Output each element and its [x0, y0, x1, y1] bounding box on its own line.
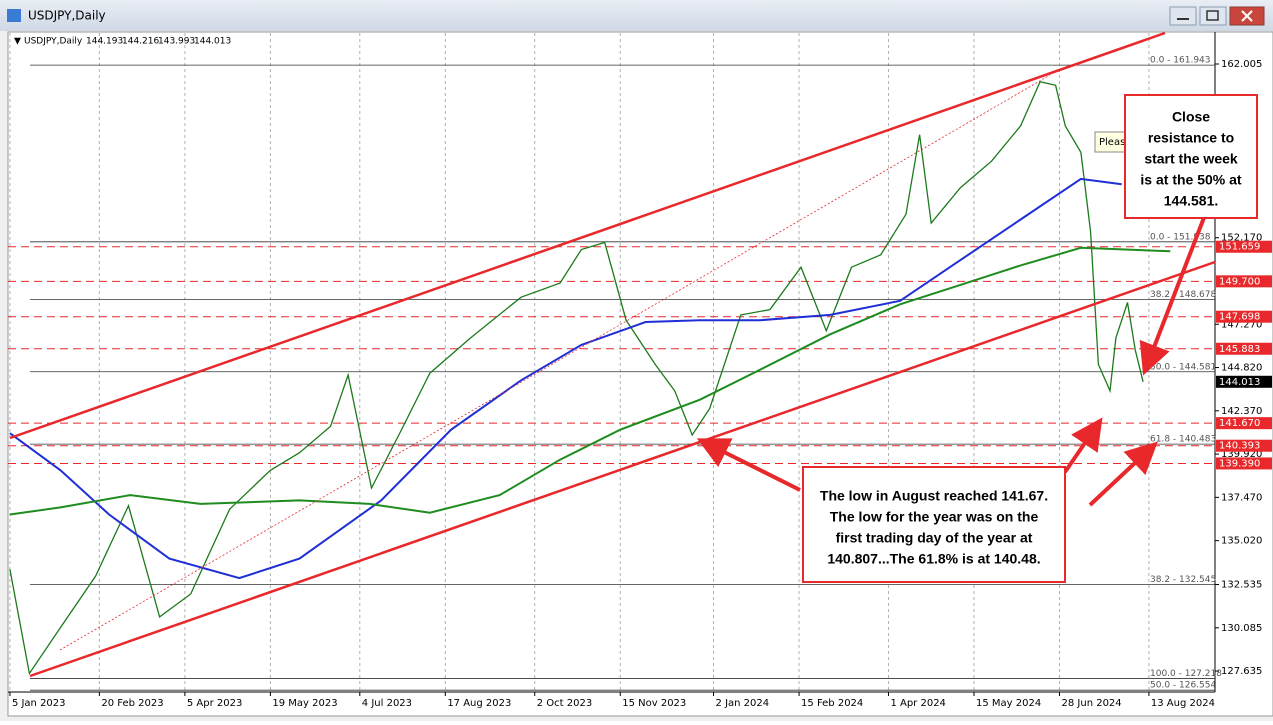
current-price-box	[1216, 375, 1272, 388]
ohlc-value: 143.993	[158, 37, 195, 47]
y-tick-label: 142.370	[1221, 406, 1262, 417]
tooltip: Pleas	[1099, 137, 1125, 148]
annotation-line: is at the 50% at	[1140, 172, 1241, 188]
y-tick-label: 135.020	[1221, 536, 1262, 547]
app-icon	[7, 9, 21, 22]
chart-area	[7, 31, 1273, 717]
annotation-text: Close resistance to start the week is at th…	[1140, 109, 1241, 209]
annotation-line: 144.581.	[1164, 193, 1219, 209]
fib-label: 50.0 - 126.554	[1150, 681, 1216, 691]
annotation-line: The low for the year was on the	[830, 509, 1039, 525]
annotation-line: The low in August reached 141.67.	[820, 488, 1048, 504]
x-tick-label: 2 Oct 2023	[537, 698, 592, 709]
annotation-box	[802, 466, 1066, 583]
x-tick-label: 19 May 2023	[272, 698, 337, 709]
x-tick-label: 15 May 2024	[976, 698, 1041, 709]
annotation: Close resistance to start the week is at th…	[1124, 94, 1258, 219]
level-label: 139.390	[1219, 458, 1260, 469]
price-line	[9, 80, 1144, 676]
annotation-box	[1124, 94, 1258, 219]
annotation-line: Close	[1172, 109, 1210, 125]
channel-lines	[9, 31, 1216, 678]
x-tick-label: 2 Jan 2024	[716, 698, 770, 709]
y-tick-label: 152.170	[1221, 233, 1262, 244]
restore-button[interactable]	[1199, 6, 1227, 26]
y-tick-label: 147.270	[1221, 319, 1262, 330]
level-label: 145.883	[1219, 344, 1260, 355]
x-tick-label: 15 Feb 2024	[801, 698, 863, 709]
level-box	[1216, 275, 1272, 288]
current-price-label: 144.013	[1219, 377, 1260, 388]
fib-label: 61.8 - 140.483	[1150, 435, 1216, 445]
minimize-button[interactable]	[1169, 6, 1197, 26]
level-label: 140.393	[1219, 441, 1260, 452]
level-label: 151.659	[1219, 242, 1260, 253]
y-tick-label: 139.920	[1221, 449, 1262, 460]
x-tick-label: 5 Jan 2023	[12, 698, 66, 709]
y-tick-label: 144.820	[1221, 363, 1262, 374]
annotation: The low in August reached 141.67. The low…	[802, 466, 1066, 583]
close-icon	[1241, 10, 1253, 22]
window-buttons[interactable]	[1169, 6, 1265, 26]
fib-label: 0.0 - 151.938	[1150, 232, 1211, 242]
x-tick-label: 13 Aug 2024	[1151, 698, 1215, 709]
level-box	[1216, 342, 1272, 355]
level-label: 141.670	[1219, 418, 1260, 429]
arrow	[1088, 441, 1158, 507]
moving-average	[9, 246, 1171, 516]
x-tick-label: 28 Jun 2024	[1062, 698, 1122, 709]
fib-label: 38.2 - 148.678	[1150, 290, 1216, 300]
arrow	[1139, 214, 1207, 376]
annotation-line: 140.807...The 61.8% is at 140.48.	[827, 551, 1040, 567]
level-label: 149.700	[1219, 276, 1260, 287]
plot: 5 Jan 2023 20 Feb 2023 5 Apr 2023 19 May 20…	[8, 33, 1262, 709]
annotation-text: The low in August reached 141.67. The low…	[820, 488, 1048, 567]
annotation-line: resistance to	[1148, 130, 1234, 146]
ohlc-value: 144.013	[194, 37, 231, 47]
x-tick-label: 1 Apr 2024	[890, 698, 945, 709]
arrows	[696, 214, 1207, 507]
x-tick-label: 20 Feb 2023	[101, 698, 163, 709]
fib-label: 0.0 - 161.943	[1150, 56, 1211, 66]
channel-upper	[9, 31, 1166, 440]
x-tick-label: 4 Jul 2023	[362, 698, 412, 709]
level-box	[1216, 439, 1272, 452]
x-tick-label: 5 Apr 2023	[187, 698, 242, 709]
header-arrow: ▼	[14, 37, 21, 47]
y-tick-label: 132.535	[1221, 580, 1262, 591]
y-tick-label: 162.005	[1221, 59, 1262, 70]
arrow	[1063, 417, 1103, 474]
symbol: USDJPY,Daily	[24, 37, 83, 47]
channel-lower	[29, 260, 1216, 678]
level-box	[1216, 457, 1272, 470]
window-title: USDJPY,Daily	[28, 9, 106, 23]
x-tick-label: 17 Aug 2023	[447, 698, 511, 709]
arrow	[696, 438, 801, 492]
y-tick-label: 127.635	[1221, 666, 1262, 677]
fib-label: 100.0 - 127.218	[1150, 669, 1222, 679]
fib-label: 38.2 - 132.545	[1150, 575, 1216, 585]
channel-mid	[59, 74, 1051, 651]
annotation-line: start the week	[1144, 151, 1238, 167]
level-box	[1216, 310, 1272, 323]
annotation-line: first trading day of the year at	[836, 530, 1033, 546]
title-bar	[0, 0, 1273, 31]
level-label: 147.698	[1219, 312, 1260, 323]
level-box	[1216, 417, 1272, 430]
ohlc-value: 144.216	[122, 37, 159, 47]
ohlc-value: 144.193	[86, 37, 123, 47]
x-tick-label: 15 Nov 2023	[622, 698, 686, 709]
restore-icon	[1206, 10, 1219, 21]
y-tick-label: 137.470	[1221, 492, 1262, 503]
fib-label: 50.0 - 144.581	[1150, 362, 1216, 372]
level-box	[1216, 240, 1272, 253]
y-tick-label: 130.085	[1221, 623, 1262, 634]
moving-average	[9, 177, 1122, 580]
